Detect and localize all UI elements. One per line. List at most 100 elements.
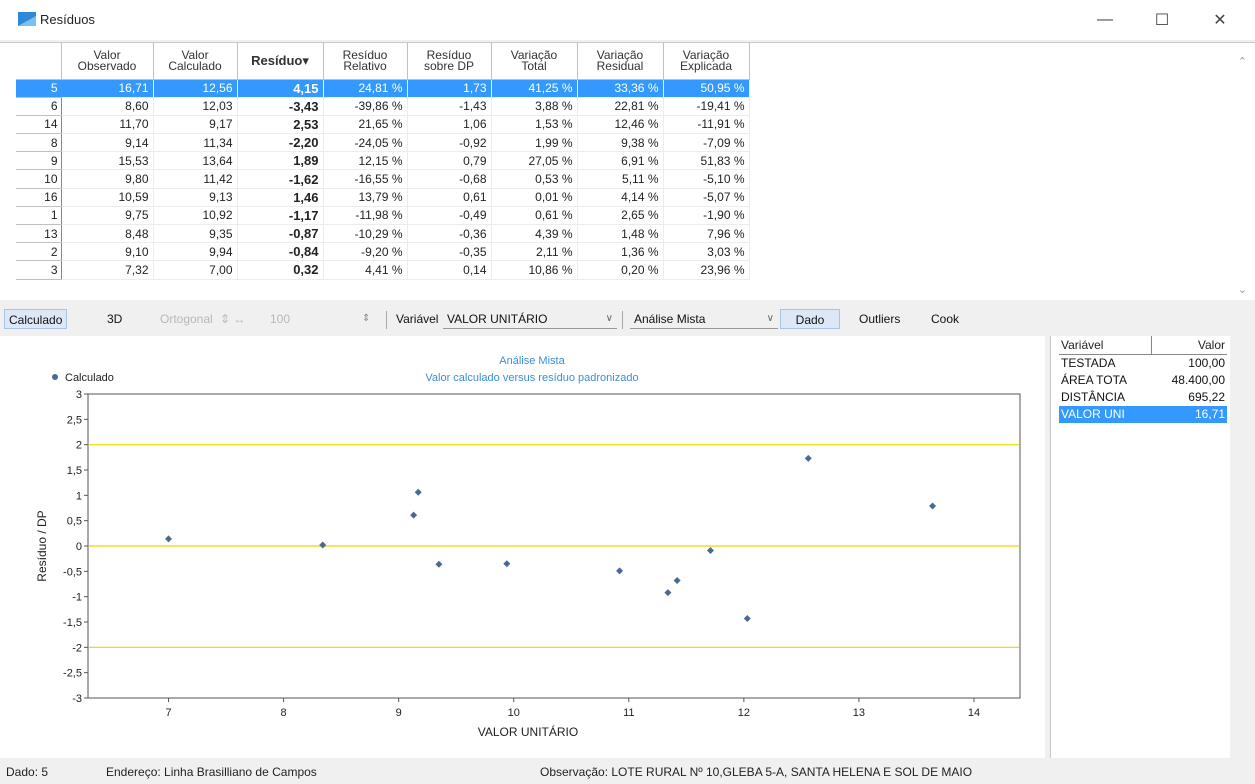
table-cell-obs[interactable]: 16,71	[61, 79, 154, 98]
valor-header[interactable]: Valor	[1151, 336, 1227, 355]
table-cell-obs[interactable]: 8,60	[61, 97, 154, 116]
table-cell-rel[interactable]: 4,41 %	[323, 260, 408, 280]
table-cell-obs[interactable]: 9,80	[61, 169, 154, 189]
variable-row[interactable]: DISTÂNCIA 695,22	[1059, 389, 1227, 406]
table-row[interactable]: 6 8,60 12,03 -3,43 -39,86 % -1,43 3,88 % 22,81 …	[16, 97, 750, 116]
column-header[interactable]: Variação Residual	[577, 43, 664, 80]
row-index[interactable]: 2	[16, 242, 62, 262]
table-cell-vr[interactable]: 5,11 %	[577, 169, 664, 189]
data-point[interactable]	[319, 541, 327, 549]
table-cell-res[interactable]: 1,46	[237, 188, 324, 207]
table-row[interactable]: 5 16,71 12,56 4,15 24,81 % 1,73 41,25 % 33,36 %…	[16, 79, 750, 98]
table-cell-dp[interactable]: -0,92	[407, 133, 492, 153]
table-cell-vt[interactable]: 27,05 %	[491, 151, 578, 171]
table-cell-vt[interactable]: 2,11 %	[491, 242, 578, 262]
table-cell-dp[interactable]: 1,06	[407, 115, 492, 135]
3d-button[interactable]: 3D	[107, 312, 123, 326]
data-point[interactable]	[743, 614, 751, 622]
row-index[interactable]: 13	[16, 224, 62, 244]
variavel-select[interactable]: VALOR UNITÁRIO ∨	[443, 309, 617, 329]
table-cell-ve[interactable]: -5,10 %	[663, 169, 750, 189]
table-cell-dp[interactable]: 0,79	[407, 151, 492, 171]
cook-button[interactable]: Cook	[931, 312, 960, 326]
maximize-button[interactable]: ☐	[1154, 12, 1170, 29]
data-point[interactable]	[673, 576, 681, 584]
table-cell-vt[interactable]: 0,53 %	[491, 169, 578, 189]
table-cell-vt[interactable]: 10,86 %	[491, 260, 578, 280]
row-index[interactable]: 1	[16, 206, 62, 226]
table-cell-rel[interactable]: -10,29 %	[323, 224, 408, 244]
data-point[interactable]	[706, 547, 714, 555]
table-cell-calc[interactable]: 13,64	[153, 151, 238, 171]
row-index[interactable]: 3	[16, 260, 62, 280]
table-cell-dp[interactable]: 1,73	[407, 79, 492, 98]
table-cell-res[interactable]: -0,87	[237, 224, 324, 244]
table-cell-vt[interactable]: 3,88 %	[491, 97, 578, 116]
row-index[interactable]: 8	[16, 133, 62, 153]
variavel-header[interactable]: Variável	[1059, 336, 1152, 355]
row-index[interactable]: 14	[16, 115, 62, 135]
table-cell-rel[interactable]: 12,15 %	[323, 151, 408, 171]
table-cell-res[interactable]: -3,43	[237, 97, 324, 116]
table-cell-ve[interactable]: 23,96 %	[663, 260, 750, 280]
table-row[interactable]: 16 10,59 9,13 1,46 13,79 % 0,61 0,01 % 4,14 % -5…	[16, 188, 750, 207]
dado-button[interactable]: Dado	[780, 309, 840, 329]
table-row[interactable]: 2 9,10 9,94 -0,84 -9,20 % -0,35 2,11 % 1,36 % 3,…	[16, 242, 750, 262]
table-cell-vr[interactable]: 0,20 %	[577, 260, 664, 280]
column-header-sorted[interactable]: Resíduo▾	[237, 43, 324, 80]
table-cell-vr[interactable]: 6,91 %	[577, 151, 664, 171]
table-cell-ve[interactable]: 3,03 %	[663, 242, 750, 262]
variable-row[interactable]: ÁREA TOTA 48.400,00	[1059, 372, 1227, 389]
data-point[interactable]	[435, 560, 443, 568]
table-cell-rel[interactable]: -24,05 %	[323, 133, 408, 153]
table-cell-rel[interactable]: -16,55 %	[323, 169, 408, 189]
table-cell-res[interactable]: 1,89	[237, 151, 324, 171]
column-header[interactable]: Valor Calculado	[153, 43, 238, 80]
scroll-up-icon[interactable]: ⌃	[1237, 56, 1247, 68]
table-cell-obs[interactable]: 15,53	[61, 151, 154, 171]
table-cell-res[interactable]: 2,53	[237, 115, 324, 135]
table-row[interactable]: 9 15,53 13,64 1,89 12,15 % 0,79 27,05 % 6,91 % 5…	[16, 151, 750, 171]
table-cell-calc[interactable]: 9,35	[153, 224, 238, 244]
table-cell-rel[interactable]: -39,86 %	[323, 97, 408, 116]
table-cell-obs[interactable]: 9,10	[61, 242, 154, 262]
variable-row[interactable]: TESTADA 100,00	[1059, 355, 1227, 372]
table-row[interactable]: 14 11,70 9,17 2,53 21,65 % 1,06 1,53 % 12,46 % -…	[16, 115, 750, 135]
data-point[interactable]	[165, 535, 173, 543]
ortogonal-value[interactable]: 100	[270, 312, 291, 326]
table-row[interactable]: 3 7,32 7,00 0,32 4,41 % 0,14 10,86 % 0,20 % 23,9…	[16, 260, 750, 280]
table-cell-calc[interactable]: 9,13	[153, 188, 238, 207]
column-header[interactable]: Variação Total	[491, 43, 578, 80]
table-cell-dp[interactable]: 0,14	[407, 260, 492, 280]
table-row[interactable]: 1 9,75 10,92 -1,17 -11,98 % -0,49 0,61 % 2,65 %…	[16, 206, 750, 226]
ortogonal-spinner-icon[interactable]: ⇕ ↔	[220, 312, 246, 326]
table-cell-dp[interactable]: -0,35	[407, 242, 492, 262]
table-cell-obs[interactable]: 10,59	[61, 188, 154, 207]
table-cell-vt[interactable]: 4,39 %	[491, 224, 578, 244]
table-cell-ve[interactable]: 50,95 %	[663, 79, 750, 98]
table-cell-calc[interactable]: 12,03	[153, 97, 238, 116]
table-cell-vr[interactable]: 1,36 %	[577, 242, 664, 262]
table-row[interactable]: 8 9,14 11,34 -2,20 -24,05 % -0,92 1,99 % 9,38 %…	[16, 133, 750, 153]
minimize-button[interactable]: —	[1097, 11, 1113, 28]
table-cell-calc[interactable]: 11,42	[153, 169, 238, 189]
table-cell-ve[interactable]: 51,83 %	[663, 151, 750, 171]
column-header[interactable]: Resíduo sobre DP	[407, 43, 492, 80]
table-cell-vt[interactable]: 0,01 %	[491, 188, 578, 207]
table-cell-vt[interactable]: 1,99 %	[491, 133, 578, 153]
table-cell-calc[interactable]: 11,34	[153, 133, 238, 153]
data-point[interactable]	[616, 567, 624, 575]
table-cell-dp[interactable]: 0,61	[407, 188, 492, 207]
table-cell-vr[interactable]: 4,14 %	[577, 188, 664, 207]
data-point[interactable]	[929, 502, 937, 510]
variable-row[interactable]: VALOR UNI 16,71	[1059, 405, 1227, 423]
table-cell-ve[interactable]: -11,91 %	[663, 115, 750, 135]
table-cell-dp[interactable]: -1,43	[407, 97, 492, 116]
column-header[interactable]: Valor Observado	[61, 43, 154, 80]
table-cell-calc[interactable]: 7,00	[153, 260, 238, 280]
table-cell-vr[interactable]: 2,65 %	[577, 206, 664, 226]
table-cell-calc[interactable]: 9,17	[153, 115, 238, 135]
calculado-button[interactable]: Calculado	[4, 309, 68, 329]
table-cell-ve[interactable]: -19,41 %	[663, 97, 750, 116]
table-cell-vr[interactable]: 9,38 %	[577, 133, 664, 153]
